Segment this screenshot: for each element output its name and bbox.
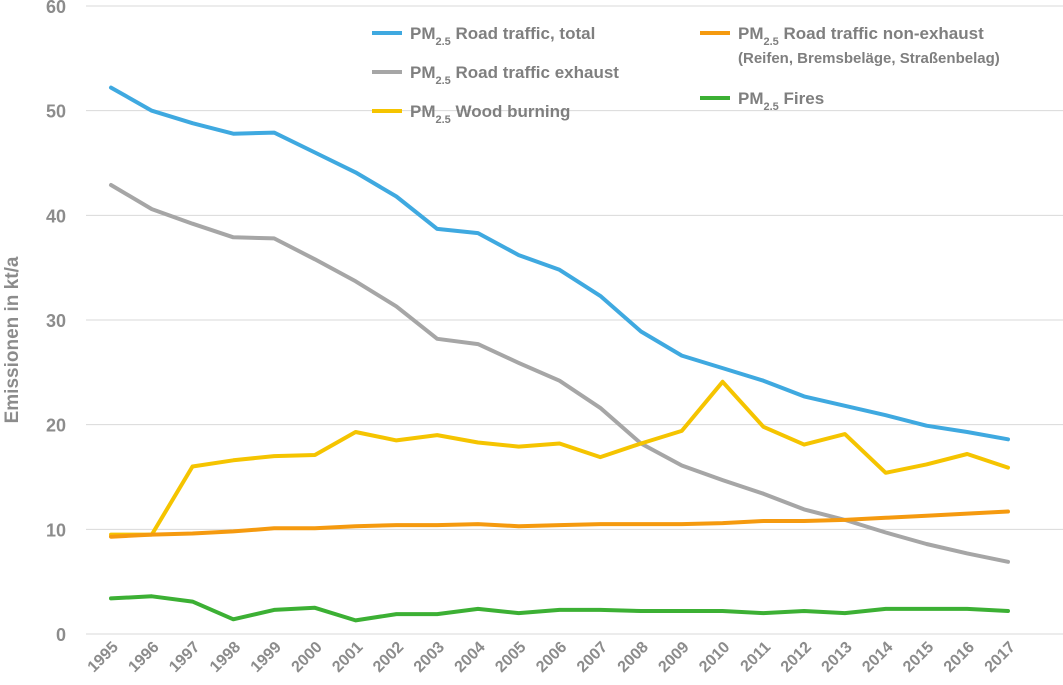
x-axis-ticks: 1995 1996 1997 1998 1999 2000 2001 2002 2003 2004…	[85, 639, 1019, 676]
legend-entry-1: PM2.5 Road traffic exhaust	[410, 63, 619, 87]
x-tick-label: 2016	[941, 639, 978, 676]
legend-label: Road traffic non-exhaust	[779, 24, 984, 43]
x-tick-label: 2014	[859, 639, 896, 676]
x-tick-label: 1999	[248, 639, 285, 676]
legend-pm: PM	[410, 24, 436, 43]
legend-pm: PM	[738, 24, 764, 43]
y-tick-label: 40	[46, 206, 66, 226]
y-axis-label: Emissionen in kt/a	[2, 256, 23, 423]
y-tick-label: 0	[56, 625, 66, 645]
x-tick-label: 2003	[411, 639, 448, 676]
x-tick-label: 2005	[492, 639, 529, 676]
legend-subscript: 2.5	[436, 114, 451, 126]
x-tick-label: 1998	[207, 639, 244, 676]
x-tick-label: 2002	[370, 639, 407, 676]
legend-subscript: 2.5	[764, 101, 779, 113]
x-tick-label: 1996	[125, 639, 162, 676]
x-tick-label: 2004	[452, 639, 489, 676]
legend-label: Fires	[779, 89, 824, 108]
legend-entry-4: PM2.5 Fires	[738, 89, 824, 113]
series-line-4	[109, 594, 1010, 623]
x-tick-label: 1995	[85, 639, 122, 676]
series-line-0	[109, 85, 1010, 442]
x-tick-label: 2012	[778, 639, 815, 676]
legend-entry-2: PM2.5 Wood burning	[410, 102, 570, 126]
x-tick-label: 2011	[738, 639, 775, 676]
x-tick-label: 2008	[615, 639, 652, 676]
legend-pm: PM	[410, 102, 436, 121]
legend-pm: PM	[410, 63, 436, 82]
series-line-3	[109, 509, 1010, 539]
x-tick-label: 2017	[982, 639, 1019, 676]
legend-entry-3: PM2.5 Road traffic non-exhaust	[738, 24, 984, 48]
x-tick-label: 2015	[900, 639, 937, 676]
legend-label: Road traffic, total	[451, 24, 596, 43]
legend-subscript: 2.5	[436, 36, 451, 48]
y-axis-ticks: 0 10 20 30 40 50 60	[46, 0, 66, 645]
x-tick-label: 1997	[166, 639, 203, 676]
legend-label: Wood burning	[451, 102, 571, 121]
legend-subscript: 2.5	[436, 75, 451, 87]
x-tick-label: 2006	[533, 639, 570, 676]
x-tick-label: 2001	[329, 639, 366, 676]
series-line-1	[109, 183, 1010, 564]
legend-label: Road traffic exhaust	[451, 63, 619, 82]
series-line-2	[109, 379, 1010, 537]
legend-entry-0: PM2.5 Road traffic, total	[410, 24, 595, 48]
x-tick-label: 2013	[819, 639, 856, 676]
series-lines	[109, 85, 1010, 623]
legend-pm: PM	[738, 89, 764, 108]
legend-note: (Reifen, Bremsbeläge, Straßenbelag)	[738, 50, 1000, 67]
y-tick-label: 50	[46, 102, 66, 122]
legend-subscript: 2.5	[764, 36, 779, 48]
x-tick-label: 2000	[289, 639, 326, 676]
y-tick-label: 30	[46, 311, 66, 331]
x-tick-label: 2010	[696, 639, 733, 676]
y-tick-label: 10	[46, 520, 66, 540]
y-tick-label: 20	[46, 416, 66, 436]
x-tick-label: 2009	[655, 639, 692, 676]
y-tick-label: 60	[46, 0, 66, 17]
x-tick-label: 2007	[574, 639, 611, 676]
